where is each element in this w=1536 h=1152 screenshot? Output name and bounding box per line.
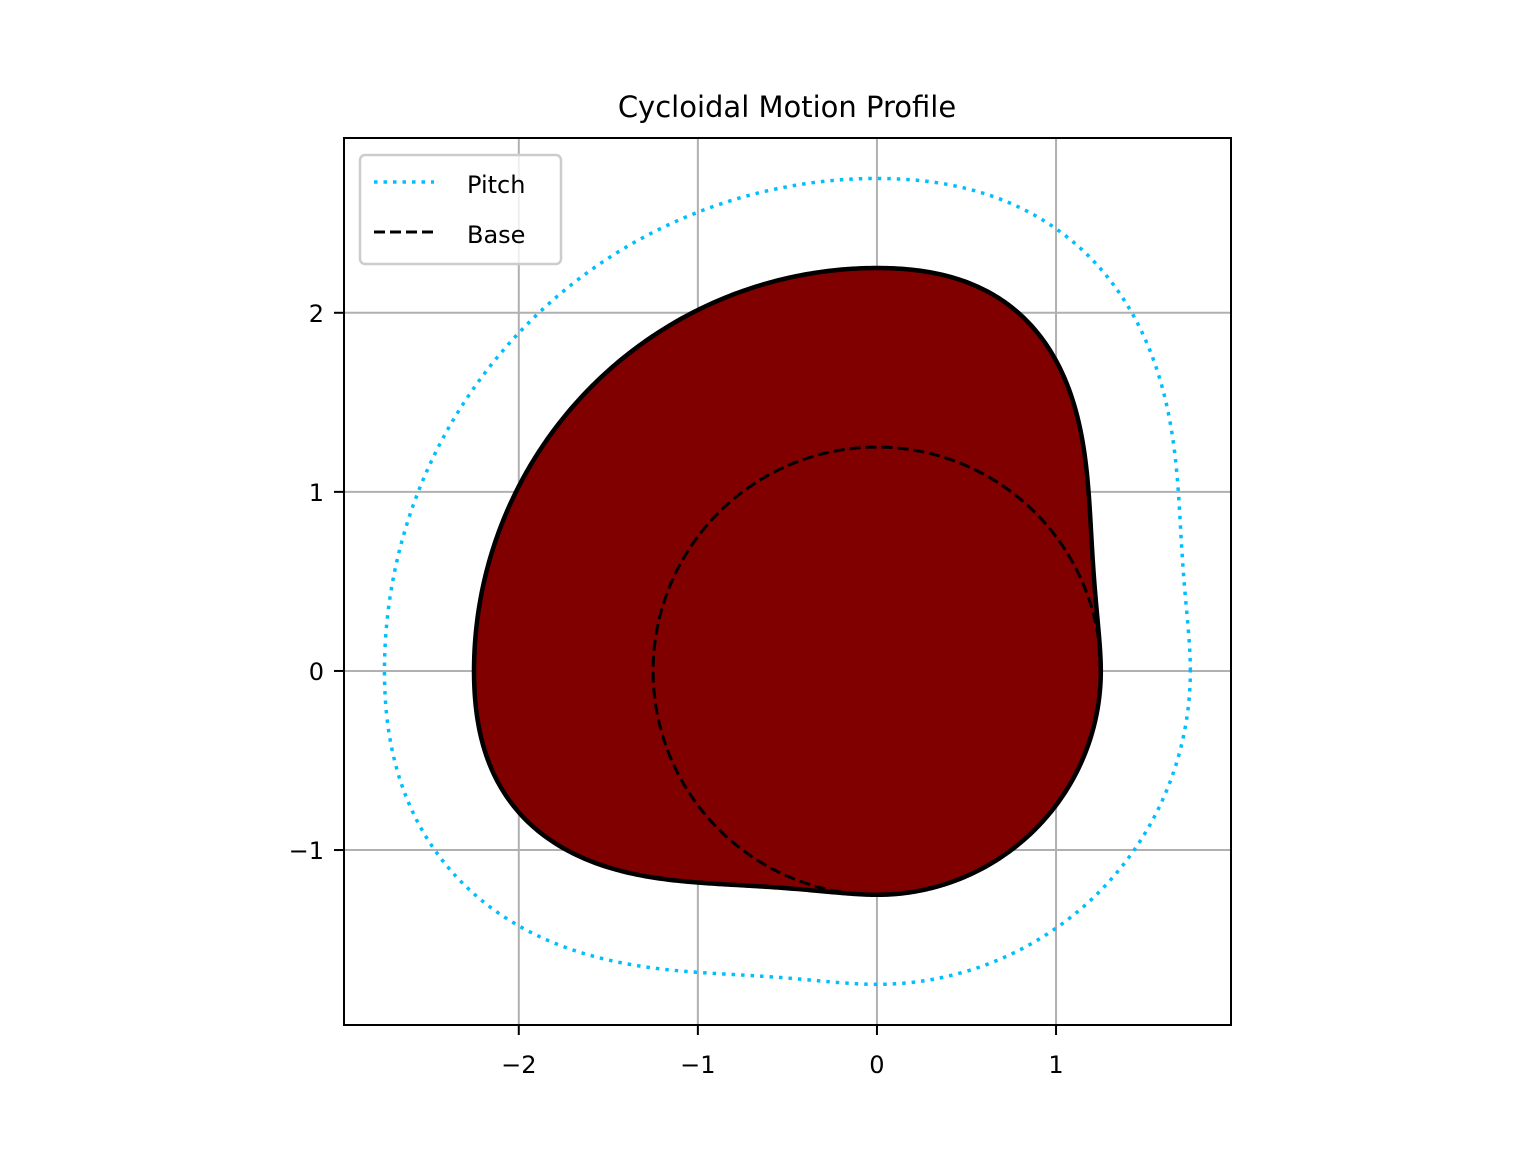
axes-frame [343, 137, 1232, 1026]
legend-pitch-label: Pitch [467, 171, 525, 199]
chart-title: Cycloidal Motion Profile [618, 90, 956, 124]
axis-ticks: −2 −1 0 1 −1 0 1 2 [289, 300, 1064, 1079]
y-tick-label: 2 [309, 300, 324, 328]
legend: Pitch Base [358, 153, 563, 266]
plot-area [382, 176, 1193, 987]
y-tick-label: 1 [309, 479, 324, 507]
x-tick-label: −1 [680, 1051, 715, 1079]
base-circle [651, 445, 1103, 897]
legend-box [358, 153, 563, 266]
x-tick-label: 1 [1048, 1051, 1063, 1079]
legend-base-label: Base [467, 221, 525, 249]
x-tick-label: 0 [869, 1051, 884, 1079]
x-tick-label: −2 [501, 1051, 536, 1079]
y-tick-label: 0 [309, 658, 324, 686]
cam-profile [471, 265, 1104, 898]
y-tick-label: −1 [289, 837, 324, 865]
